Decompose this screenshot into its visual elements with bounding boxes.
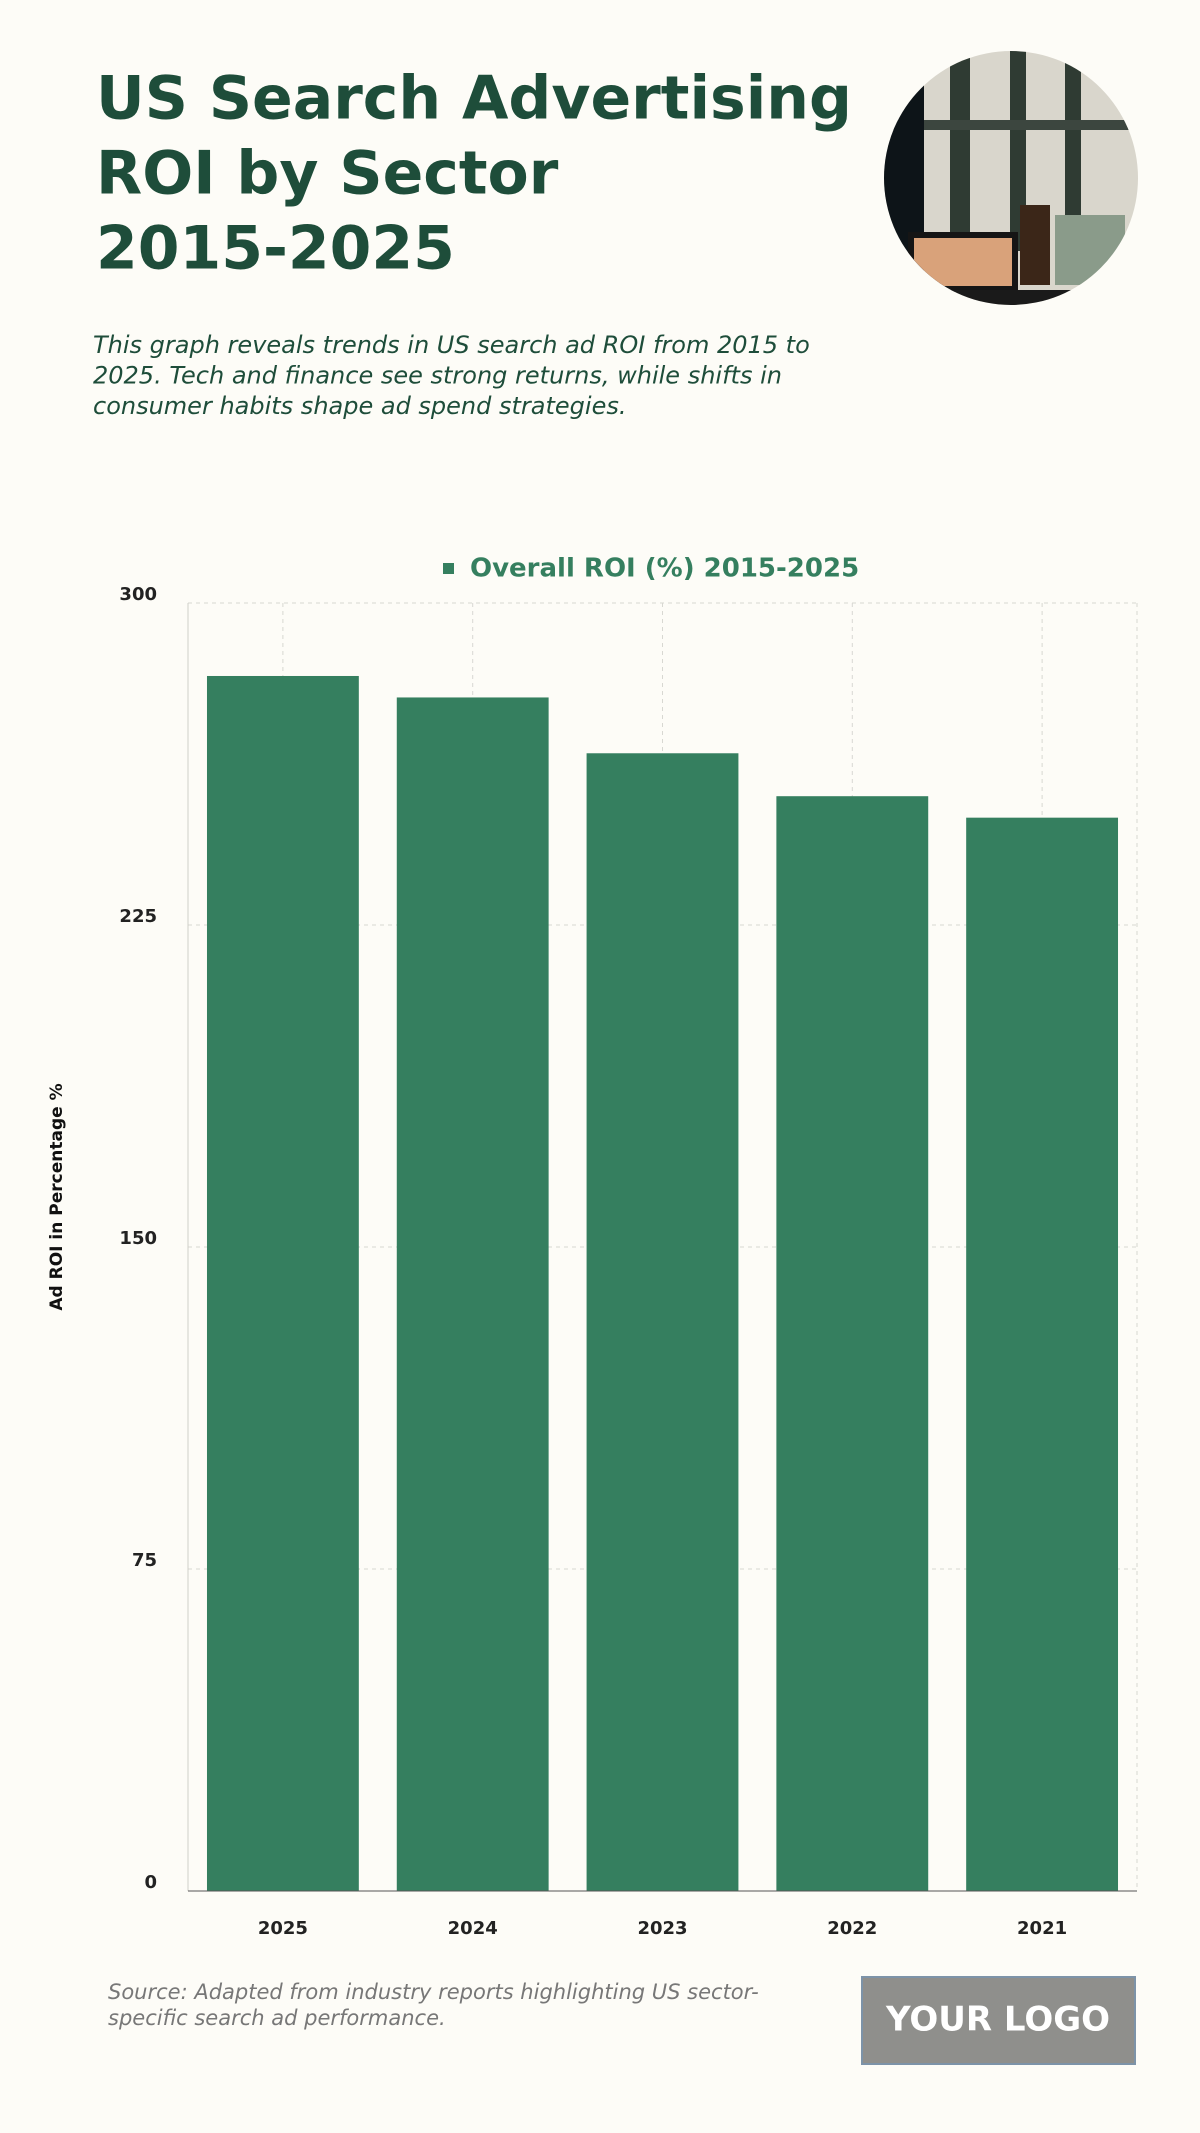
chart-subtitle: 2025. Tech and finance see strong return… — [93, 362, 782, 390]
source-note: specific search ad performance. — [108, 2006, 446, 2030]
bar — [966, 817, 1119, 1891]
x-tick-label: 2025 — [258, 1918, 308, 1939]
x-tick-label: 2022 — [827, 1918, 877, 1939]
bar — [586, 753, 739, 1892]
photo — [884, 51, 1138, 305]
y-tick-label: 300 — [119, 584, 157, 605]
y-tick-label: 0 — [144, 1872, 157, 1893]
y-tick-label: 150 — [119, 1228, 157, 1249]
y-tick-label: 225 — [119, 906, 157, 927]
bar — [776, 796, 929, 1892]
x-tick-label: 2021 — [1017, 1918, 1067, 1939]
x-tick-label: 2024 — [448, 1918, 498, 1939]
legend-label: Overall ROI (%) 2015-2025 — [470, 554, 859, 584]
chart-title: 2015-2025 — [96, 214, 455, 284]
chart-subtitle: This graph reveals trends in US search a… — [93, 331, 810, 359]
bar — [206, 675, 359, 1891]
x-tick-label: 2023 — [637, 1918, 687, 1939]
chart-title: ROI by Sector — [96, 139, 559, 209]
logo-text: YOUR LOGO — [885, 2000, 1110, 2040]
chart-title: US Search Advertising — [96, 64, 852, 134]
y-tick-label: 75 — [132, 1550, 157, 1571]
source-note: Source: Adapted from industry reports hi… — [108, 1980, 759, 2004]
y-axis-title: Ad ROI in Percentage % — [47, 1083, 67, 1310]
bar — [396, 697, 549, 1891]
chart-subtitle: consumer habits shape ad spend strategie… — [93, 392, 626, 420]
legend-swatch — [443, 563, 454, 574]
logo-box — [861, 1976, 1136, 2065]
